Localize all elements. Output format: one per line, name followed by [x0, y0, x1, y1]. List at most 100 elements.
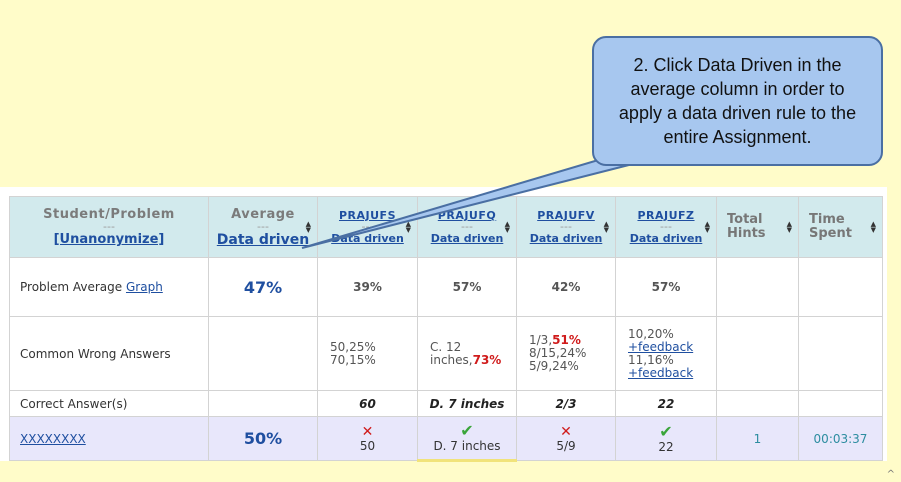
- assignment-report-table: Student/Problem --- [Unanonymize] Averag…: [9, 196, 883, 462]
- student-average-cell: 50%: [208, 416, 318, 461]
- time-spent-label: Time Spent: [809, 212, 852, 241]
- student-average-value: 50%: [243, 429, 283, 448]
- problem-average-overall: 47%: [208, 257, 318, 317]
- problem-average-value: 42%: [551, 280, 581, 294]
- graph-link[interactable]: Graph: [125, 280, 163, 294]
- sort-arrows-icon[interactable]: ▲ ▼: [870, 220, 876, 234]
- callout-text: 2. Click Data Driven in the average colu…: [618, 55, 857, 147]
- student-hints-value: 1: [753, 431, 762, 446]
- check-icon: ✔: [460, 421, 474, 440]
- feedback-link[interactable]: +feedback: [628, 339, 694, 354]
- header-dash: ---: [560, 220, 572, 233]
- instruction-callout: 2. Click Data Driven in the average colu…: [592, 36, 883, 166]
- student-row: XXXXXXXX 50% ✕ 50 ✔ D. 7 inches ✕ 5/9 ✔ …: [9, 416, 883, 462]
- wrong-answers-cell: 1/3,51% 8/15,24% 5/9,24%: [516, 316, 616, 391]
- student-answer-cell: ✕ 5/9: [516, 416, 616, 461]
- common-wrong-answers-row: Common Wrong Answers 50,25% 70,15% C. 12…: [9, 316, 883, 391]
- problem-data-driven-link[interactable]: Data driven: [529, 232, 603, 245]
- wrong-answer: 1/3,: [529, 333, 553, 347]
- wrong-answer: 70,15%: [330, 352, 376, 367]
- header-problem-1: PRAJUFS --- Data driven ▲ ▼: [317, 196, 418, 258]
- student-answer-cell: ✔ 22: [615, 416, 717, 461]
- student-answer-cell: ✕ 50: [317, 416, 418, 461]
- correct-answer-cell: 22: [615, 390, 717, 417]
- correct-answers-row: Correct Answer(s) 60 D. 7 inches 2/3 22: [9, 390, 883, 417]
- student-answer: 50: [359, 438, 376, 453]
- unanonymize-link[interactable]: [Unanonymize]: [53, 232, 165, 247]
- header-dash: ---: [257, 219, 269, 233]
- student-time-cell: 00:03:37: [798, 416, 883, 461]
- common-wrong-label-cell: Common Wrong Answers: [9, 316, 209, 391]
- average-label: Average: [231, 206, 295, 222]
- student-answer: 5/9: [556, 438, 576, 453]
- problem-average-value: 57%: [651, 280, 681, 294]
- header-average: Average --- Data driven ▲ ▼: [208, 196, 318, 258]
- common-wrong-label: Common Wrong Answers: [20, 346, 171, 361]
- problem-data-driven-link[interactable]: Data driven: [430, 232, 504, 245]
- wrong-answer: 11,16%: [628, 352, 674, 367]
- header-problem-4: PRAJUFZ --- Data driven ▲ ▼: [615, 196, 717, 258]
- problem-data-driven-link[interactable]: Data driven: [331, 232, 404, 245]
- header-dash: ---: [660, 220, 672, 233]
- wrong-answer: 50,25%: [330, 339, 376, 354]
- header-dash: ---: [461, 220, 473, 233]
- check-icon: ✔: [659, 421, 673, 441]
- problem-average-cell: 42%: [516, 257, 616, 317]
- empty-cell: [798, 316, 883, 391]
- overall-average-value: 47%: [243, 277, 283, 297]
- header-dash: ---: [361, 220, 374, 233]
- sort-arrows-icon[interactable]: ▲ ▼: [786, 220, 792, 234]
- wrong-answer: 10,20%: [628, 326, 674, 341]
- header-time-spent[interactable]: Time Spent ▲ ▼: [798, 196, 883, 258]
- feedback-link[interactable]: +feedback: [628, 365, 694, 380]
- header-problem-2: PRAJUFQ --- Data driven ▲ ▼: [417, 196, 517, 258]
- sort-arrows-icon[interactable]: ▲ ▼: [603, 220, 609, 234]
- empty-cell: [798, 390, 883, 417]
- problem-average-value: 39%: [353, 280, 382, 294]
- problem-average-cell: 57%: [417, 257, 517, 317]
- report-table-panel: Student/Problem --- [Unanonymize] Averag…: [0, 187, 887, 462]
- problem-average-value: 57%: [452, 280, 482, 294]
- corner-caret-icon: ^: [886, 469, 895, 480]
- problem-data-driven-link[interactable]: Data driven: [629, 232, 703, 245]
- correct-answer-cell: D. 7 inches: [417, 390, 517, 417]
- student-name-link[interactable]: XXXXXXXX: [20, 431, 86, 446]
- empty-cell: [716, 316, 799, 391]
- header-student-problem: Student/Problem --- [Unanonymize]: [9, 196, 209, 258]
- header-problem-3: PRAJUFV --- Data driven ▲ ▼: [516, 196, 616, 258]
- x-icon: ✕: [361, 423, 374, 440]
- empty-cell: [716, 257, 799, 317]
- wrong-answer: C. 12: [430, 339, 462, 354]
- correct-answer: 60: [359, 396, 376, 411]
- sort-arrows-icon[interactable]: ▲ ▼: [305, 220, 311, 234]
- average-data-driven-link[interactable]: Data driven: [216, 231, 310, 248]
- student-name-cell: XXXXXXXX: [9, 416, 209, 461]
- wrong-answers-cell: 50,25% 70,15%: [317, 316, 418, 391]
- student-hints-cell: 1: [716, 416, 799, 461]
- x-icon: ✕: [560, 423, 572, 440]
- wrong-answers-cell: C. 12 inches,73%: [417, 316, 517, 391]
- sort-arrows-icon[interactable]: ▲ ▼: [504, 220, 510, 234]
- header-total-hints[interactable]: Total Hints ▲ ▼: [716, 196, 799, 258]
- correct-answer: 22: [657, 396, 675, 411]
- student-time-value: 00:03:37: [813, 431, 868, 446]
- correct-answers-label: Correct Answer(s): [20, 396, 128, 411]
- problem-average-label: Problem Average: [20, 280, 123, 294]
- student-answer: D. 7 inches: [433, 439, 501, 453]
- sort-arrows-icon[interactable]: ▲ ▼: [405, 220, 411, 234]
- wrong-answers-cell: 10,20% +feedback 11,16% +feedback: [615, 316, 717, 391]
- correct-answer: D. 7 inches: [429, 396, 505, 411]
- correct-answer: 2/3: [555, 396, 577, 411]
- sort-arrows-icon[interactable]: ▲ ▼: [704, 220, 710, 234]
- header-dash: ---: [103, 220, 115, 233]
- problem-average-cell: 39%: [317, 257, 418, 317]
- empty-cell: [798, 257, 883, 317]
- correct-label-cell: Correct Answer(s): [9, 390, 209, 417]
- wrong-answer: 5/9,24%: [529, 359, 579, 373]
- correct-answer-cell: 2/3: [516, 390, 616, 417]
- header-row: Student/Problem --- [Unanonymize] Averag…: [9, 196, 883, 258]
- student-problem-label: Student/Problem: [43, 207, 175, 222]
- student-answer: 22: [658, 439, 674, 454]
- empty-cell: [208, 316, 318, 391]
- problem-average-row: Problem Average Graph 47% 39% 57% 42% 57…: [9, 257, 883, 317]
